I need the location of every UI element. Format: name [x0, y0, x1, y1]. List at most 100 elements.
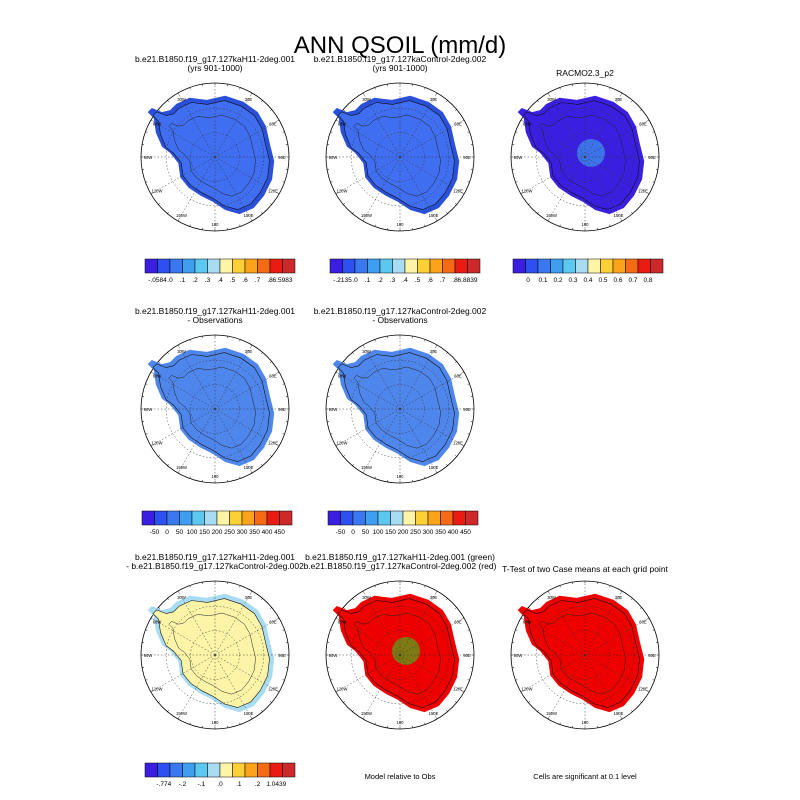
lon-label: 150W: [361, 711, 372, 716]
boundary-tick: [343, 455, 346, 457]
boundary-tick: [559, 722, 561, 725]
boundary-tick: [609, 224, 611, 227]
colorbar-tick-label: 150: [199, 529, 210, 536]
boundary-tick: [462, 444, 465, 447]
lon-label: 180: [397, 720, 405, 725]
lon-label: 120W: [152, 441, 163, 446]
lon-label: 180: [212, 222, 220, 227]
latitude-circle: [190, 132, 240, 182]
polar-map: 30W 30E 60W 60E 90W 90E 120W 120E 150W 150E 180: [140, 580, 290, 730]
colorbar-swatch: [232, 762, 246, 778]
colorbar-case1-obs: -50 0 50 100 150 200 250 300 350 400 450: [137, 510, 307, 536]
colorbar-tick-label: .6: [242, 277, 248, 284]
colorbar-tick-label: 200: [212, 529, 223, 536]
boundary-tick: [269, 109, 272, 111]
boundary-tick: [454, 701, 457, 703]
boundary-tick: [454, 203, 457, 205]
boundary-tick: [261, 100, 263, 103]
boundary-tick: [462, 119, 465, 122]
panel-title-line-1: b.e21.B1850.f19_g17.127kaControl-2deg.00…: [313, 306, 487, 316]
lon-label: 150W: [176, 465, 187, 470]
boundary-tick: [343, 701, 346, 703]
boundary-tick: [277, 617, 280, 620]
colorbar-tick-label: .1: [236, 781, 242, 788]
colorbar-tick-label: 400: [262, 529, 273, 536]
colorbar-swatch: [207, 258, 221, 274]
latitude-circle: [165, 605, 265, 705]
boundary-tick: [424, 224, 426, 227]
boundary-tick: [145, 433, 148, 435]
colorbar-tick-label: .0: [167, 277, 173, 284]
lon-label: 30E: [615, 97, 623, 102]
ice-contour: [353, 366, 441, 449]
colorbar-tick-label: .6: [427, 277, 433, 284]
lon-label: 150E: [429, 711, 439, 716]
panel-relative: b.e21.B1850.f19_g17.127kaH11-2deg.001 (g…: [304, 553, 496, 738]
lon-label: 120W: [152, 687, 163, 692]
lon-label: 120E: [268, 441, 278, 446]
colorbar-swatch: [254, 510, 268, 526]
boundary-tick: [435, 590, 438, 593]
lon-label: 120E: [453, 441, 463, 446]
boundary-tick: [528, 203, 531, 205]
colorbar-tick-label: -.2: [179, 781, 187, 788]
boundary-tick: [239, 87, 241, 90]
colorbar-swatch: [340, 510, 354, 526]
boundary-tick: [620, 717, 623, 720]
boundary-tick: [239, 722, 241, 725]
colorbar-swatch: [204, 510, 218, 526]
colorbar-swatch: [144, 762, 158, 778]
boundary-tick: [335, 617, 338, 620]
panel-title-line-2: - b.e21.B1850.f19_g17.127kaControl-2deg.…: [126, 561, 304, 571]
boundary-tick: [374, 585, 376, 588]
colorbar-swatch: [390, 510, 404, 526]
boundary-tick: [454, 109, 457, 111]
colorbar-tick-label: .8: [267, 277, 273, 284]
colorbar-obs: 0 0.1 0.2 0.3 0.4 0.5 0.6 0.7 0.8: [508, 258, 678, 284]
colorbar-swatch: [417, 258, 431, 274]
boundary-tick: [362, 590, 365, 593]
boundary-tick: [631, 100, 633, 103]
boundary-tick: [631, 709, 633, 712]
colorbar-tick-label: 350: [249, 529, 260, 536]
colorbar-swatch: [415, 510, 429, 526]
panel-title-line-1: b.e21.B1850.f19_g17.127kaH11-2deg.001: [134, 306, 296, 316]
colorbar-swatch: [465, 510, 479, 526]
boundary-tick: [277, 690, 280, 693]
boundary-tick: [467, 433, 470, 435]
panel-title: RACMO2.3_p2: [465, 69, 705, 78]
boundary-tick: [620, 92, 623, 95]
lon-label: 120W: [522, 189, 533, 194]
lon-label: 120E: [268, 189, 278, 194]
boundary-tick: [435, 92, 438, 95]
ice-contour: [538, 114, 626, 197]
lon-label: 30W: [362, 97, 371, 102]
ice-contour: [353, 114, 441, 197]
panel-case1-obs: b.e21.B1850.f19_g17.127kaH11-2deg.001 - …: [125, 307, 305, 492]
lon-label: 90E: [648, 653, 656, 658]
lon-label: 90W: [329, 155, 338, 160]
boundary-tick: [639, 203, 642, 205]
boundary-tick: [435, 344, 438, 347]
boundary-tick: [177, 590, 180, 593]
panel-ttest: T-Test of two Case means at each grid po…: [495, 553, 675, 738]
boundary-tick: [239, 585, 241, 588]
boundary-tick: [620, 219, 623, 222]
latitude-circle: [375, 132, 425, 182]
colorbar-tick-label: .3: [205, 277, 211, 284]
colorbar-tick-label: 0: [526, 277, 530, 284]
colorbar-tick-label: -.1: [198, 781, 206, 788]
lon-label: 120E: [638, 687, 648, 692]
colorbar-tick-label: 0.1: [538, 277, 547, 284]
boundary-tick: [352, 211, 354, 214]
colorbar-tick-label: .4: [402, 277, 408, 284]
boundary-tick: [520, 617, 523, 620]
lon-label: 60E: [454, 122, 462, 127]
colorbar-swatch: [427, 510, 441, 526]
panel-title: b.e21.B1850.f19_g17.127kaControl-2deg.00…: [280, 55, 520, 73]
boundary-tick: [150, 371, 153, 374]
boundary-tick: [362, 219, 365, 222]
boundary-tick: [282, 181, 285, 183]
colorbar-swatch: [440, 510, 454, 526]
lon-label: 60E: [639, 122, 647, 127]
